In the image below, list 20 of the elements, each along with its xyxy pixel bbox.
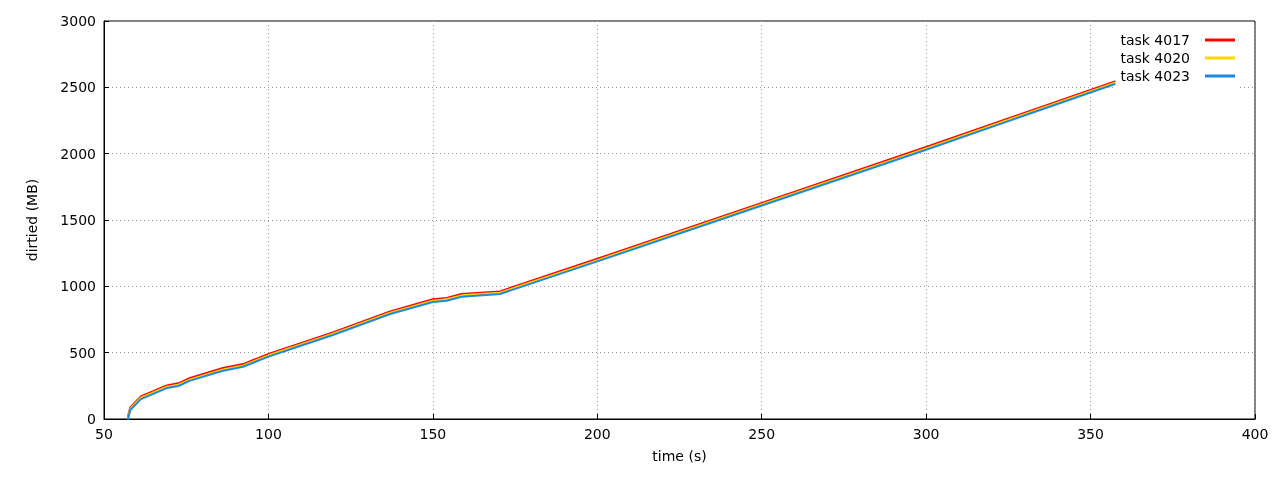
y-tick-label: 2500: [60, 79, 96, 96]
x-tick-label: 50: [95, 426, 113, 442]
x-tick-label: 200: [583, 426, 611, 442]
legend-label: task 4017: [1120, 32, 1190, 48]
x-tick-label: 100: [255, 426, 282, 442]
x-tick-label: 400: [1241, 426, 1269, 442]
x-tick-label: 150: [419, 426, 447, 442]
x-axis-title: time (s): [652, 448, 707, 464]
legend-label: task 4020: [1120, 50, 1190, 66]
legend-label: task 4023: [1120, 68, 1190, 84]
y-tick-label: 2000: [60, 145, 96, 162]
y-tick-label: 0: [87, 411, 96, 427]
y-axis-title: dirtied (MB): [24, 178, 40, 262]
x-tick-label: 300: [912, 426, 940, 442]
y-tick-label: 500: [69, 344, 96, 361]
y-tick-label: 3000: [60, 13, 96, 29]
y-tick-label: 1500: [60, 212, 96, 228]
x-tick-label: 350: [1077, 426, 1104, 442]
y-tick-label: 1000: [60, 278, 96, 295]
x-tick-label: 250: [748, 426, 776, 442]
